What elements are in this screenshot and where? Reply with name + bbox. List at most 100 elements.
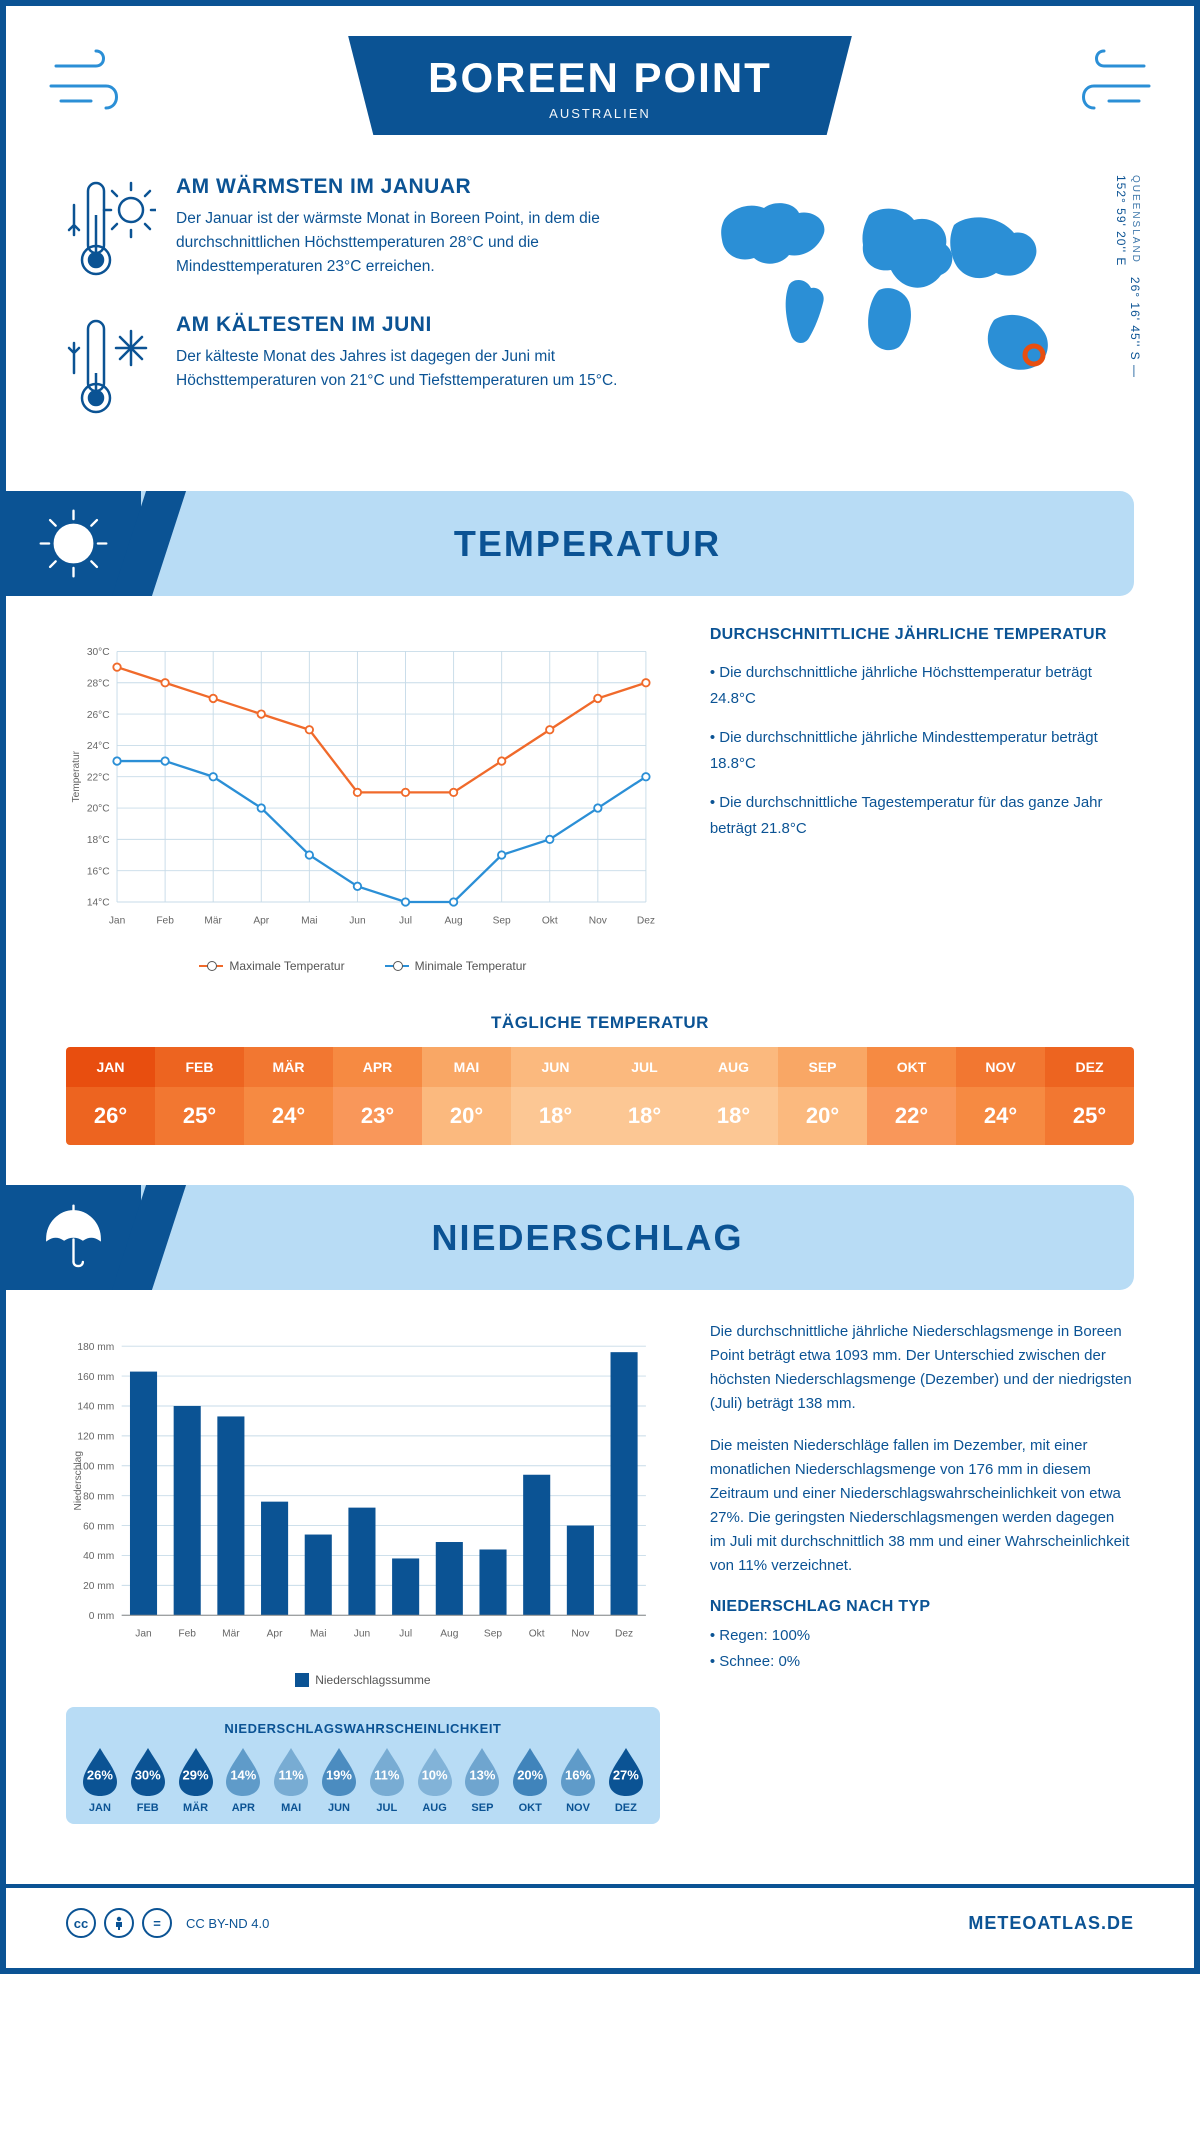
- svg-text:Mär: Mär: [222, 1629, 240, 1640]
- daily-col: AUG 18°: [689, 1047, 778, 1145]
- svg-text:Okt: Okt: [529, 1629, 545, 1640]
- precip-legend: Niederschlagssumme: [66, 1673, 660, 1687]
- brand-label: METEOATLAS.DE: [968, 1913, 1134, 1934]
- temperature-banner: TEMPERATUR: [6, 491, 1134, 596]
- svg-text:26°C: 26°C: [87, 710, 110, 721]
- precipitation-section: 0 mm20 mm40 mm60 mm80 mm100 mm120 mm140 …: [6, 1320, 1194, 1854]
- daily-col: MÄR 24°: [244, 1047, 333, 1145]
- svg-text:Jul: Jul: [399, 915, 412, 926]
- temperature-chart: 14°C16°C18°C20°C22°C24°C26°C28°C30°CJanF…: [66, 626, 660, 973]
- thermometer-snow-icon: [66, 313, 156, 423]
- daily-temp-table: JAN 26° FEB 25° MÄR 24° APR 23° MAI 20° …: [66, 1047, 1134, 1145]
- svg-text:28°C: 28°C: [87, 678, 110, 689]
- daily-col: NOV 24°: [956, 1047, 1045, 1145]
- header: BOREEN POINT AUSTRALIEN: [6, 6, 1194, 145]
- temp-bullet-3: • Die durchschnittliche Tagestemperatur …: [710, 790, 1134, 841]
- prob-item: 30% FEB: [124, 1746, 172, 1814]
- svg-text:18°C: 18°C: [87, 835, 110, 846]
- raindrop-icon: 16%: [557, 1746, 599, 1798]
- svg-text:0 mm: 0 mm: [89, 1611, 114, 1622]
- svg-text:Okt: Okt: [542, 915, 558, 926]
- svg-text:Mär: Mär: [204, 915, 222, 926]
- svg-text:Jan: Jan: [135, 1629, 151, 1640]
- svg-text:14°C: 14°C: [87, 898, 110, 909]
- prob-item: 11% MAI: [267, 1746, 315, 1814]
- coldest-text: Der kälteste Monat des Jahres ist dagege…: [176, 345, 654, 393]
- svg-text:Niederschlag: Niederschlag: [73, 1451, 84, 1511]
- raindrop-icon: 30%: [127, 1746, 169, 1798]
- warmest-block: AM WÄRMSTEN IM JANUAR Der Januar ist der…: [66, 175, 654, 285]
- coldest-block: AM KÄLTESTEN IM JUNI Der kälteste Monat …: [66, 313, 654, 423]
- raindrop-icon: 19%: [318, 1746, 360, 1798]
- svg-text:Sep: Sep: [493, 915, 511, 926]
- precip-p2: Die meisten Niederschläge fallen im Deze…: [710, 1434, 1134, 1578]
- cc-icon: cc: [66, 1908, 96, 1938]
- intro-section: AM WÄRMSTEN IM JANUAR Der Januar ist der…: [6, 145, 1194, 471]
- raindrop-icon: 13%: [461, 1746, 503, 1798]
- prob-item: 27% DEZ: [602, 1746, 650, 1814]
- by-icon: [104, 1908, 134, 1938]
- svg-text:Jun: Jun: [354, 1629, 370, 1640]
- temp-legend: .legend-line::before{border-color:inheri…: [66, 959, 660, 973]
- precip-type-title: NIEDERSCHLAG NACH TYP: [710, 1598, 1134, 1616]
- svg-text:Apr: Apr: [253, 915, 269, 926]
- raindrop-icon: 29%: [175, 1746, 217, 1798]
- license-block: cc = CC BY-ND 4.0: [66, 1908, 269, 1938]
- svg-text:60 mm: 60 mm: [83, 1521, 114, 1532]
- warmest-title: AM WÄRMSTEN IM JANUAR: [176, 175, 654, 199]
- legend-min: Minimale Temperatur: [415, 959, 527, 973]
- country-subtitle: AUSTRALIEN: [428, 106, 772, 121]
- wind-icon: [1044, 41, 1154, 121]
- nd-icon: =: [142, 1908, 172, 1938]
- svg-text:160 mm: 160 mm: [77, 1372, 114, 1383]
- svg-text:Jan: Jan: [109, 915, 125, 926]
- temp-summary-title: DURCHSCHNITTLICHE JÄHRLICHE TEMPERATUR: [710, 626, 1134, 644]
- daily-col: OKT 22°: [867, 1047, 956, 1145]
- daily-col: DEZ 25°: [1045, 1047, 1134, 1145]
- svg-text:Nov: Nov: [571, 1629, 590, 1640]
- daily-col: JUL 18°: [600, 1047, 689, 1145]
- sun-icon: [6, 491, 141, 596]
- warmest-text: Der Januar ist der wärmste Monat in Bore…: [176, 207, 654, 279]
- svg-text:80 mm: 80 mm: [83, 1491, 114, 1502]
- svg-text:Feb: Feb: [156, 915, 174, 926]
- svg-text:Mai: Mai: [310, 1629, 326, 1640]
- intro-text-column: AM WÄRMSTEN IM JANUAR Der Januar ist der…: [66, 175, 654, 451]
- prob-item: 11% JUL: [363, 1746, 411, 1814]
- precip-type-1: • Regen: 100%: [710, 1624, 1134, 1648]
- svg-text:Aug: Aug: [440, 1629, 458, 1640]
- temperature-heading: TEMPERATUR: [141, 523, 1134, 565]
- prob-item: 20% OKT: [506, 1746, 554, 1814]
- svg-text:Aug: Aug: [445, 915, 463, 926]
- daily-col: JUN 18°: [511, 1047, 600, 1145]
- raindrop-icon: 26%: [79, 1746, 121, 1798]
- prob-item: 26% JAN: [76, 1746, 124, 1814]
- world-map: [694, 175, 1094, 395]
- svg-text:Apr: Apr: [267, 1629, 283, 1640]
- prob-item: 13% SEP: [459, 1746, 507, 1814]
- temperature-summary: DURCHSCHNITTLICHE JÄHRLICHE TEMPERATUR •…: [710, 626, 1134, 973]
- temperature-section: 14°C16°C18°C20°C22°C24°C26°C28°C30°CJanF…: [6, 626, 1194, 1003]
- svg-text:20 mm: 20 mm: [83, 1581, 114, 1592]
- prob-item: 29% MÄR: [172, 1746, 220, 1814]
- raindrop-icon: 11%: [270, 1746, 312, 1798]
- coordinates: QUEENSLAND 26° 16' 45'' S — 152° 59' 20'…: [1114, 175, 1142, 400]
- svg-text:24°C: 24°C: [87, 741, 110, 752]
- daily-col: MAI 20°: [422, 1047, 511, 1145]
- svg-text:180 mm: 180 mm: [77, 1342, 114, 1353]
- license-text: CC BY-ND 4.0: [186, 1916, 269, 1931]
- svg-text:Jun: Jun: [349, 915, 365, 926]
- raindrop-icon: 20%: [509, 1746, 551, 1798]
- location-title: BOREEN POINT: [428, 54, 772, 102]
- svg-text:Jul: Jul: [399, 1629, 412, 1640]
- coldest-title: AM KÄLTESTEN IM JUNI: [176, 313, 654, 337]
- prob-item: 14% APR: [219, 1746, 267, 1814]
- raindrop-icon: 14%: [222, 1746, 264, 1798]
- raindrop-icon: 11%: [366, 1746, 408, 1798]
- temp-bullet-1: • Die durchschnittliche jährliche Höchst…: [710, 660, 1134, 711]
- svg-text:Feb: Feb: [178, 1629, 196, 1640]
- title-ribbon: BOREEN POINT AUSTRALIEN: [348, 36, 852, 135]
- daily-col: APR 23°: [333, 1047, 422, 1145]
- probability-row: 26% JAN 30% FEB 29% MÄR 14% APR: [76, 1746, 650, 1814]
- raindrop-icon: 27%: [605, 1746, 647, 1798]
